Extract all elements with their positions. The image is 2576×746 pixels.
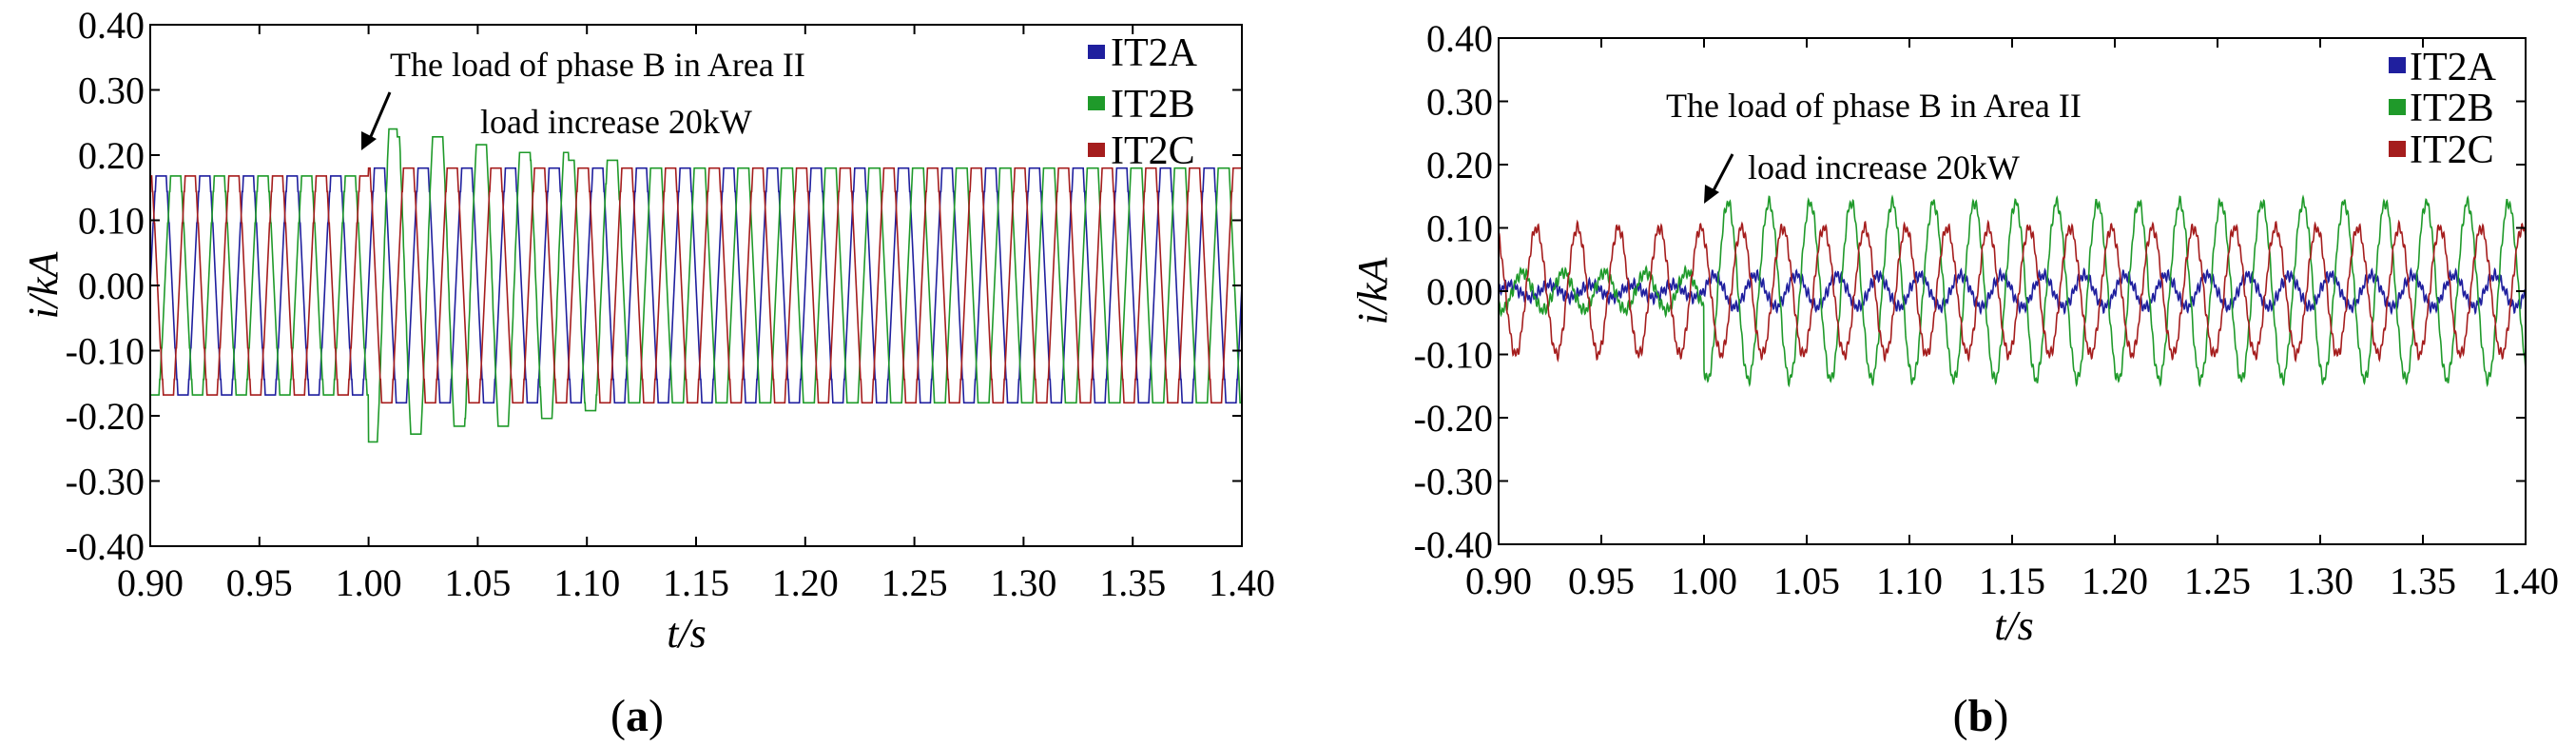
y-tick-label: 0.10 [1426,207,1493,250]
x-tick-label: 0.95 [226,561,293,604]
panel-caption: (a) [610,691,664,741]
series-line-IT2A [149,167,1243,404]
legend-label-IT2C: IT2C [1111,129,1195,173]
x-tick-label: 1.40 [2492,560,2559,602]
legend-label-IT2C: IT2C [2410,128,2494,172]
x-tick-labels: 0.90 0.95 1.00 1.05 1.10 1.15 1.20 1.25 1.30 1.35… [117,561,1275,604]
caption-letter: b [1968,691,1994,741]
x-axis-label: t/s [1994,602,2034,649]
series-group [149,128,1243,443]
y-tick-label: 0.20 [1426,144,1493,186]
y-tick-label: 0.40 [78,4,145,47]
annotation-arrowhead [1704,185,1719,204]
x-tick-label: 1.40 [1209,561,1275,604]
legend-label-IT2A: IT2A [2410,46,2497,89]
legend: IT2A IT2B IT2C [2389,46,2497,172]
x-tick-label: 1.15 [663,561,729,604]
tick-marks [149,24,1243,547]
y-tick-label: -0.20 [66,395,145,438]
series-line-IT2C [150,167,1242,404]
series-line-IT2B [150,128,1242,443]
tick-marks [1498,37,2527,545]
caption-letter: a [626,691,649,741]
x-tick-label: 1.15 [1979,560,2045,602]
series-line-IT2C [1498,219,2527,363]
x-tick-label: 0.95 [1568,560,1635,602]
y-tick-label: 0.30 [78,69,145,112]
x-tick-label: 1.30 [2287,560,2353,602]
annotation-line-2: load increase 20kW [1748,148,2020,186]
annotation-arrowhead [361,131,377,150]
annotation-line-2: load increase 20kW [480,103,752,141]
series-line-IT2B [1498,194,2527,388]
y-tick-label: 0.20 [78,134,145,177]
caption-open: ( [610,691,626,741]
x-tick-label: 0.90 [1465,560,1532,602]
y-tick-labels: 0.40 0.30 0.20 0.10 0.00 -0.10 -0.20 -0.30 -0.40 [66,4,145,568]
series-group [1498,194,2527,388]
x-tick-label: 1.35 [1099,561,1166,604]
x-tick-label: 1.05 [444,561,511,604]
chart-panel-b: 0.40 0.30 0.20 0.10 0.00 -0.10 -0.20 -0.30 -0.40… [1331,17,2559,741]
y-tick-label: 0.30 [1426,81,1493,124]
y-tick-label: -0.20 [1414,397,1493,440]
y-tick-label: -0.10 [66,330,145,373]
x-tick-label: 1.00 [336,561,402,604]
legend-label-IT2B: IT2B [1111,83,1195,127]
legend-swatch-IT2A [1088,45,1105,59]
annotation-arrow [1710,153,1734,195]
caption-open: ( [1953,691,1968,741]
legend-label-IT2A: IT2A [1111,31,1198,75]
x-tick-label: 1.30 [990,561,1056,604]
x-tick-label: 1.25 [2184,560,2251,602]
y-tick-label: -0.40 [66,525,145,568]
y-tick-label: 0.10 [78,200,145,243]
y-tick-label: -0.40 [1414,523,1493,566]
legend-swatch-IT2A [2389,57,2406,73]
y-tick-label: 0.00 [1426,270,1493,313]
y-tick-label: 0.40 [1426,17,1493,60]
x-tick-labels: 0.90 0.95 1.00 1.05 1.10 1.15 1.20 1.25 1.30 1.35… [1465,560,2559,602]
legend: IT2A IT2B IT2C [1088,31,1198,173]
x-tick-label: 1.05 [1773,560,1840,602]
y-label-clip-bg [1331,57,1369,533]
x-axis-label: t/s [667,610,707,657]
y-axis-label: i/kA [1349,256,1396,324]
annotation-line-1: The load of phase B in Area II [1666,87,2082,125]
x-tick-label: 1.20 [2082,560,2148,602]
x-tick-label: 1.35 [2390,560,2456,602]
y-tick-label: -0.30 [66,461,145,503]
x-tick-label: 1.25 [881,561,948,604]
x-tick-label: 1.00 [1671,560,1737,602]
y-tick-label: 0.00 [78,265,145,307]
panel-caption: (b) [1953,691,2009,741]
y-tick-label: -0.30 [1414,461,1493,503]
y-tick-label: -0.10 [1414,334,1493,377]
annotation-arrow [367,91,392,142]
annotation-line-1: The load of phase B in Area II [390,46,805,84]
legend-swatch-IT2B [2389,99,2406,115]
x-tick-label: 0.90 [117,561,184,604]
legend-swatch-IT2B [1088,96,1105,110]
y-axis-label: i/kA [20,250,67,319]
caption-close: ) [649,691,664,741]
legend-swatch-IT2C [1088,143,1105,157]
x-tick-label: 1.20 [772,561,839,604]
y-tick-labels: 0.40 0.30 0.20 0.10 0.00 -0.10 -0.20 -0.30 -0.40 [1414,17,1493,566]
legend-label-IT2B: IT2B [2410,87,2494,130]
x-tick-label: 1.10 [1876,560,1943,602]
caption-close: ) [1993,691,2008,741]
x-tick-label: 1.10 [553,561,620,604]
legend-swatch-IT2C [2389,141,2406,157]
chart-panel-a: 0.40 0.30 0.20 0.10 0.00 -0.10 -0.20 -0.30 -0.40… [20,4,1275,741]
